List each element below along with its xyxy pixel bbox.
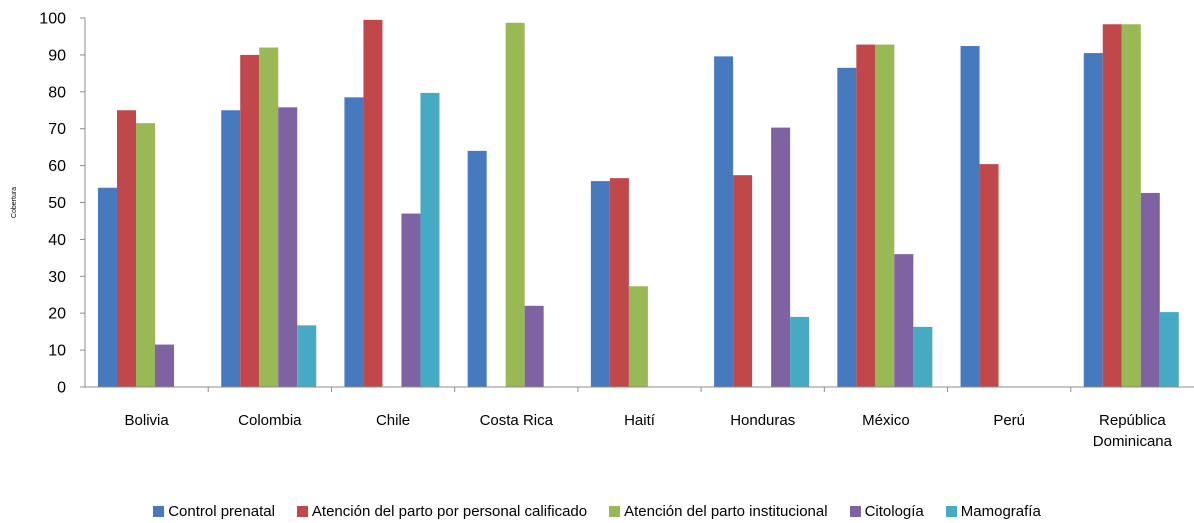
bar xyxy=(771,127,791,387)
y-axis-title: Cobertura xyxy=(11,187,18,218)
bar xyxy=(344,97,364,388)
y-tick-label: 10 xyxy=(48,343,66,360)
legend-item: Atención del parto por personal califica… xyxy=(296,502,588,520)
y-tick-label: 90 xyxy=(48,47,66,64)
legend-item: Citología xyxy=(849,502,924,520)
x-tick-label: Perú xyxy=(993,412,1025,429)
y-axis: 0 10 20 30 40 50 60 70 80 90 100 xyxy=(39,11,86,397)
bar xyxy=(98,187,117,387)
x-tick-label: Haití xyxy=(624,412,656,429)
legend: Control prenatal Atención del parto por p… xyxy=(0,500,1194,522)
bar xyxy=(505,22,525,388)
y-tick-label: 0 xyxy=(57,380,66,397)
x-tick-label: Dominicana xyxy=(1093,433,1173,450)
y-tick-label: 80 xyxy=(48,84,66,101)
bars xyxy=(98,19,1179,388)
chart-canvas: 0 10 20 30 40 50 60 70 80 90 100 Bolivia Colombia Ch… xyxy=(11,11,1194,450)
legend-item: Mamografía xyxy=(945,502,1041,520)
bar xyxy=(401,213,421,387)
y-tick-label: 20 xyxy=(48,306,66,323)
bar xyxy=(590,181,610,387)
bar xyxy=(363,19,383,387)
x-tick-label: Chile xyxy=(376,412,410,429)
legend-label: Mamografía xyxy=(960,502,1041,520)
y-tick-label: 100 xyxy=(39,11,66,28)
bar xyxy=(1083,53,1103,388)
y-tick-label: 70 xyxy=(48,121,66,138)
x-tick-label: República xyxy=(1099,412,1166,429)
bar xyxy=(790,316,810,387)
bar xyxy=(960,46,980,387)
x-tick-label: México xyxy=(862,412,910,429)
x-axis: Bolivia Colombia Chile Costa Rica Haití Hondu… xyxy=(85,386,1194,450)
x-tick-label: Bolivia xyxy=(125,412,170,429)
bar xyxy=(420,92,440,388)
bar xyxy=(155,344,174,387)
bar xyxy=(609,178,629,387)
bar xyxy=(297,325,317,387)
bar xyxy=(837,67,857,387)
x-tick-label: Colombia xyxy=(238,412,302,429)
legend-swatch xyxy=(609,505,621,517)
bar xyxy=(628,286,648,387)
legend-label: Citología xyxy=(864,502,924,520)
x-tick-label: Honduras xyxy=(730,412,795,429)
y-tick-label: 30 xyxy=(48,269,66,286)
legend-label: Atención del parto por personal califica… xyxy=(311,502,588,520)
legend-swatch xyxy=(945,505,957,517)
bar xyxy=(733,175,753,387)
bar xyxy=(1102,24,1122,387)
bar xyxy=(136,123,155,387)
bar xyxy=(979,164,999,387)
legend-item: Atención del parto institucional xyxy=(609,502,828,520)
y-tick-label: 50 xyxy=(48,195,66,212)
legend-label: Atención del parto institucional xyxy=(624,502,828,520)
legend-swatch xyxy=(849,505,861,517)
bar xyxy=(856,44,876,388)
legend-label: Control prenatal xyxy=(168,502,275,520)
legend-item: Control prenatal xyxy=(153,503,275,520)
legend-swatch xyxy=(153,505,165,517)
bar xyxy=(524,305,544,387)
bar xyxy=(278,107,298,387)
y-tick-label: 40 xyxy=(48,232,66,249)
bar xyxy=(117,110,136,387)
bar xyxy=(259,47,279,388)
bar xyxy=(913,326,933,387)
bar xyxy=(894,254,914,387)
bar xyxy=(1121,24,1141,387)
bar xyxy=(714,56,734,387)
bar xyxy=(240,54,260,388)
bar xyxy=(1159,312,1179,387)
bar xyxy=(875,44,895,388)
x-tick-label: Costa Rica xyxy=(480,412,554,429)
bar xyxy=(467,150,487,387)
y-tick-label: 60 xyxy=(48,158,66,175)
bar xyxy=(1140,192,1160,387)
bar xyxy=(221,110,241,387)
legend-swatch xyxy=(296,505,308,517)
